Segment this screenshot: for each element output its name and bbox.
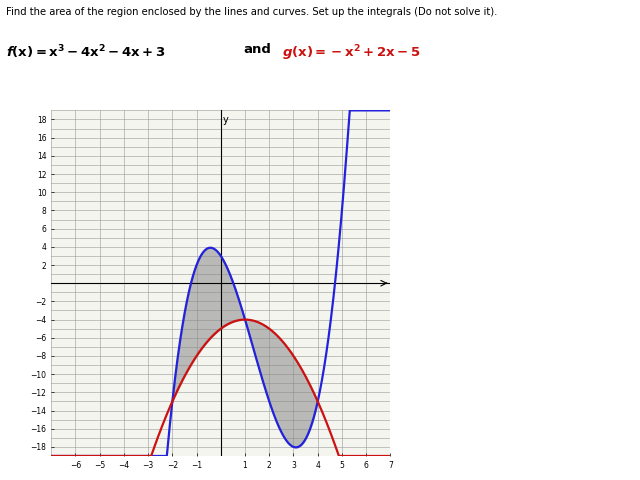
Text: $\bfit{g}$$\bf{(x) = -x^2 + 2x - 5}$: $\bfit{g}$$\bf{(x) = -x^2 + 2x - 5}$ — [282, 43, 420, 63]
Text: and: and — [243, 43, 271, 56]
Text: $\bfit{f}$$\bf{(x) = x^3 - 4x^2 - 4x + 3}$: $\bfit{f}$$\bf{(x) = x^3 - 4x^2 - 4x + 3… — [6, 43, 166, 61]
Text: Find the area of the region enclosed by the lines and curves. Set up the integra: Find the area of the region enclosed by … — [6, 7, 498, 17]
Text: y: y — [223, 115, 228, 125]
